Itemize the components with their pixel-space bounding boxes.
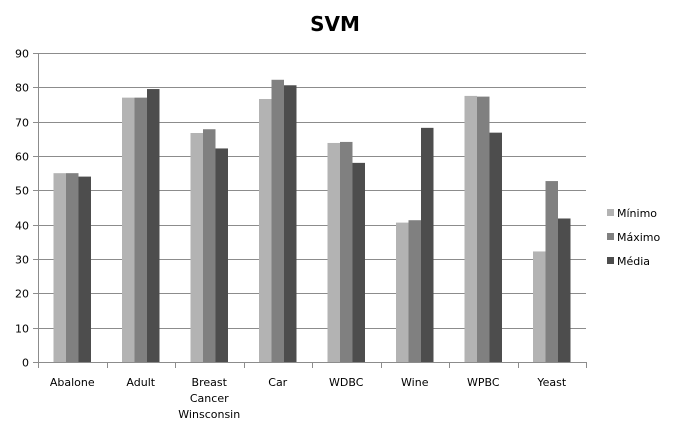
legend-label: Média: [617, 255, 650, 268]
axes: [33, 53, 587, 368]
y-tick-label: 10: [15, 323, 29, 336]
bar: [489, 132, 502, 362]
gridlines: [38, 53, 586, 329]
y-tick-label: 70: [15, 117, 29, 130]
x-tick-label: Breast: [192, 376, 228, 389]
y-tick-label: 0: [22, 357, 29, 370]
y-tick-label: 30: [15, 254, 29, 267]
x-tick-label: Adult: [126, 376, 155, 389]
x-tick-label: Yeast: [536, 376, 566, 389]
bar: [122, 97, 135, 362]
y-tick-label: 50: [15, 185, 29, 198]
bar: [421, 127, 434, 362]
bar: [352, 162, 365, 362]
bar: [396, 222, 409, 362]
bar: [464, 95, 477, 363]
legend-label: Máximo: [617, 231, 661, 244]
bar: [327, 142, 340, 362]
bar: [408, 220, 421, 362]
x-tick-label: Abalone: [50, 376, 95, 389]
x-tick-label: Winsconsin: [178, 408, 240, 421]
bar: [545, 181, 558, 362]
bar: [147, 89, 160, 363]
x-tick-label: Car: [268, 376, 287, 389]
y-tick-label: 80: [15, 82, 29, 95]
bar: [78, 176, 91, 362]
bar: [533, 251, 546, 362]
x-tick-label: WDBC: [329, 376, 364, 389]
y-tick-label: 20: [15, 288, 29, 301]
y-tick-label: 90: [15, 48, 29, 61]
bar: [134, 97, 147, 362]
axis-labels: 0 10 20 30 40 50 60 70 80 90 Abalone Adult Breast Can…: [15, 48, 567, 422]
bar: [477, 96, 490, 362]
bar: [259, 99, 272, 363]
bar: [340, 141, 353, 362]
chart-title: SVM: [310, 12, 360, 36]
bar: [271, 79, 284, 362]
bar: [215, 148, 228, 362]
bar: [558, 218, 571, 362]
bar: [203, 129, 216, 362]
bar: [53, 173, 66, 362]
y-tick-label: 40: [15, 220, 29, 233]
bar: [190, 132, 203, 362]
bar: [284, 85, 297, 363]
legend-label: Mínimo: [617, 207, 657, 220]
legend-swatch: [607, 209, 614, 216]
x-tick-label: Cancer: [190, 392, 229, 405]
x-tick-label: WPBC: [467, 376, 500, 389]
legend: Mínimo Máximo Média: [607, 207, 661, 268]
bar: [66, 173, 79, 362]
x-tick-label: Wine: [401, 376, 429, 389]
legend-swatch: [607, 257, 614, 264]
bars: [53, 79, 571, 363]
y-tick-label: 60: [15, 151, 29, 164]
legend-swatch: [607, 233, 614, 240]
